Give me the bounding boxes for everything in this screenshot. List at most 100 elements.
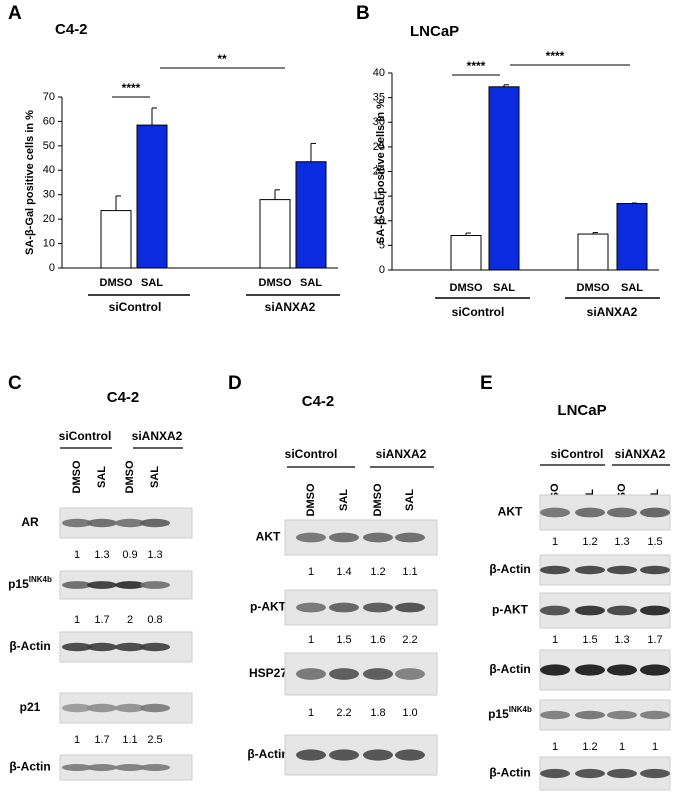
blot-band	[363, 668, 393, 680]
blot-band	[640, 664, 670, 676]
blot-band	[329, 532, 359, 543]
blot-band	[607, 507, 637, 518]
y-tick-label: 60	[43, 115, 55, 127]
group-label: siANXA2	[265, 300, 316, 314]
blot-band	[296, 668, 326, 680]
blot-band	[395, 749, 425, 761]
panel-label: B	[356, 3, 370, 24]
row-label: β-Actin	[489, 662, 530, 676]
lane-label: DMSO	[71, 460, 83, 493]
quantification: 1.0	[402, 707, 417, 719]
row-label-text: β-Actin	[489, 662, 530, 676]
row-label: p-AKT	[492, 603, 529, 617]
y-tick-label: 35	[373, 92, 385, 104]
lane-label: DMSO	[124, 460, 136, 493]
significance-label: ****	[467, 59, 486, 73]
category-label: SAL	[141, 277, 163, 289]
panel-label: E	[480, 373, 493, 394]
group-label: siANXA2	[132, 429, 183, 443]
quantification: 1.3	[614, 634, 629, 646]
blot-band	[87, 642, 117, 652]
bar	[100, 210, 132, 269]
row-label-text: β-Actin	[9, 639, 50, 653]
y-tick-label: 30	[43, 189, 55, 201]
blot-band	[62, 703, 92, 713]
blot-title: C4-2	[107, 389, 140, 406]
panel-label: D	[228, 373, 242, 394]
row-label-text: β-Actin	[489, 562, 530, 576]
lane-label: DMSO	[372, 483, 384, 516]
category-label: DMSO	[450, 282, 483, 294]
row-label-superscript: INK4b	[29, 575, 52, 584]
blot-band	[115, 518, 145, 528]
bar	[488, 86, 520, 271]
y-tick-label: 30	[373, 116, 385, 128]
blot-band	[395, 602, 425, 613]
quantification: 1.3	[94, 549, 109, 561]
row-label: β-Actin	[489, 766, 530, 780]
blot-band	[640, 507, 670, 518]
blot-band	[540, 710, 570, 720]
blot-band	[607, 710, 637, 720]
row-label-text: β-Actin	[489, 766, 530, 780]
blot-band	[363, 749, 393, 761]
quantification: 1	[308, 634, 314, 646]
blot-band	[62, 518, 92, 528]
quantification: 1.4	[336, 566, 351, 578]
y-tick-label: 5	[379, 239, 385, 251]
blot-band	[87, 764, 117, 771]
blot-band	[140, 703, 170, 713]
y-tick-label: 40	[43, 164, 55, 176]
row-label-text: AKT	[498, 505, 523, 519]
quantification: 1.1	[122, 734, 137, 746]
category-label: SAL	[493, 282, 515, 294]
bar	[616, 203, 648, 271]
blot-band	[329, 602, 359, 613]
quantification: 0.9	[122, 549, 137, 561]
row-label: p15INK4b	[8, 575, 52, 591]
blot-band	[363, 532, 393, 543]
row-label-text: AKT	[256, 530, 281, 544]
blot-band	[575, 507, 605, 518]
blot-band	[62, 764, 92, 771]
row-label: p21	[20, 700, 41, 714]
blot-band	[87, 703, 117, 713]
y-axis-label: SA-β-Gal positive cells in %	[24, 110, 36, 255]
row-label-text: β-Actin	[247, 747, 288, 761]
quantification: 1.6	[370, 634, 385, 646]
blot-band	[640, 605, 670, 616]
quantification: 1	[74, 549, 80, 561]
blot-band	[575, 664, 605, 676]
quantification: 1.3	[147, 549, 162, 561]
lane-label: SAL	[96, 466, 108, 488]
row-label-text: p15	[488, 707, 509, 721]
blot-band	[395, 532, 425, 543]
quantification: 1.7	[94, 614, 109, 626]
bar	[136, 124, 168, 269]
quantification: 1	[552, 634, 558, 646]
blot-band	[607, 605, 637, 616]
blot-band	[87, 518, 117, 528]
lane-label: SAL	[404, 489, 416, 511]
quantification: 1.5	[647, 536, 662, 548]
category-label: DMSO	[577, 282, 610, 294]
blot-band	[140, 764, 170, 771]
quantification: 1.3	[614, 536, 629, 548]
quantification: 2.2	[336, 707, 351, 719]
row-label-superscript: INK4b	[509, 705, 532, 714]
blot-band	[329, 749, 359, 761]
bar	[295, 161, 327, 269]
blot-band	[640, 768, 670, 779]
panel-label: A	[8, 3, 22, 24]
blot-band	[296, 532, 326, 543]
blot-band	[575, 710, 605, 720]
y-tick-label: 20	[373, 165, 385, 177]
group-label: siControl	[59, 429, 112, 443]
group-label: siControl	[285, 447, 338, 461]
blot-band	[575, 768, 605, 779]
row-label: HSP27	[249, 666, 287, 680]
y-tick-label: 0	[379, 264, 385, 276]
significance-label: **	[217, 52, 227, 66]
quantification: 1	[652, 741, 658, 753]
blot-band	[607, 565, 637, 575]
